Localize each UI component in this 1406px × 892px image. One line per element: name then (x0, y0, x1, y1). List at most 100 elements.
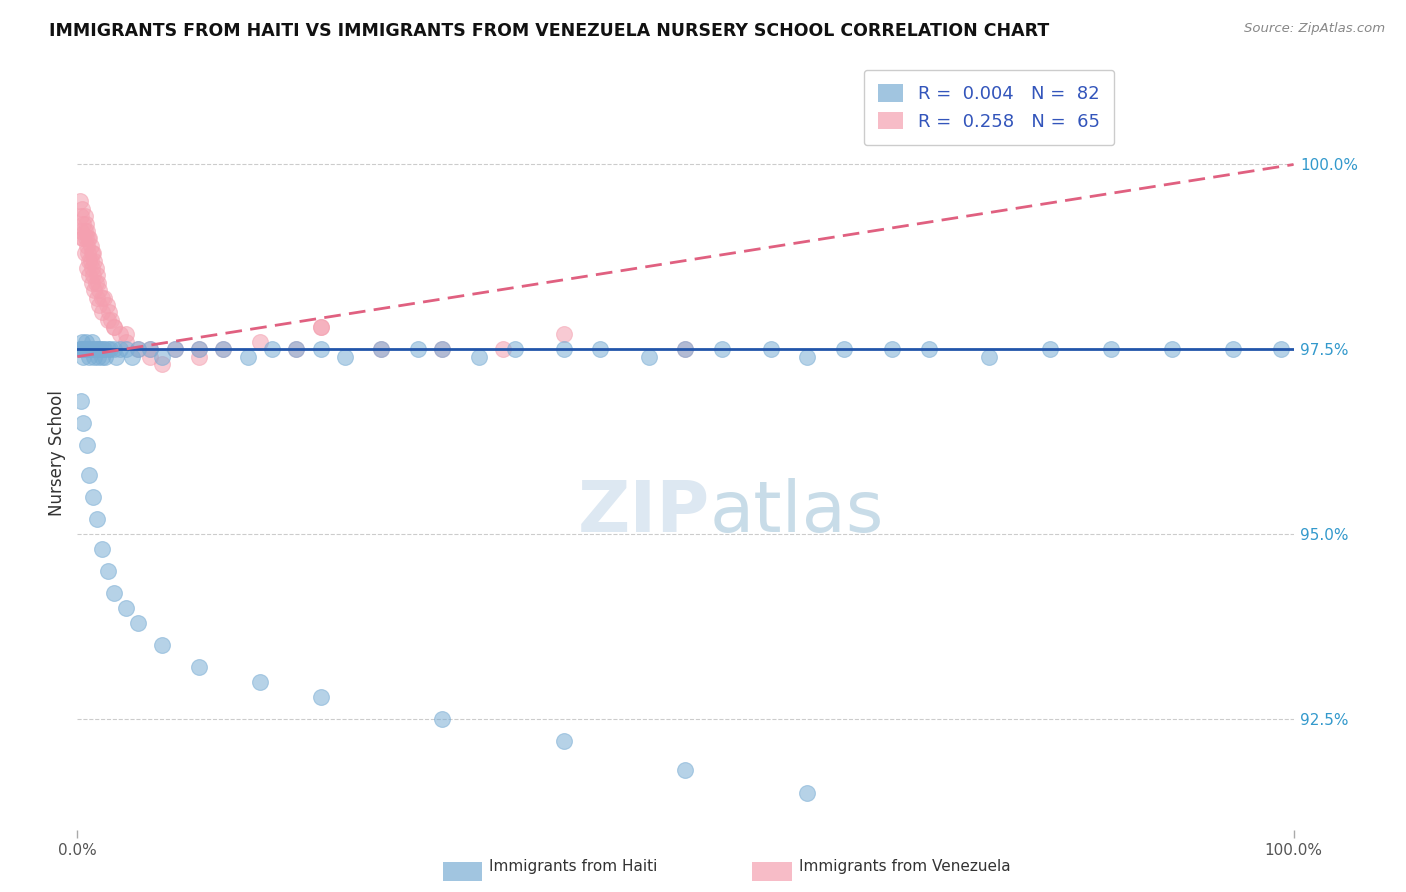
Point (89, 298, 111, 312)
Point (285, 343, 308, 357)
Point (103, 320, 125, 334)
Point (76, 224, 98, 238)
Point (69, 194, 91, 209)
Point (553, 327, 575, 342)
Point (73, 224, 96, 238)
Point (80, 246, 103, 260)
Text: atlas: atlas (710, 478, 884, 548)
Point (80, 343, 103, 357)
Point (86, 291, 108, 305)
Y-axis label: Nursery School: Nursery School (48, 390, 66, 516)
Point (75, 231, 97, 245)
Point (76, 239, 98, 253)
Point (82, 343, 104, 357)
Point (86, 512, 108, 526)
Point (152, 350, 174, 364)
Point (93, 291, 115, 305)
Point (96, 298, 118, 312)
Point (918, 343, 941, 357)
Point (70, 224, 93, 238)
Point (103, 320, 125, 334)
Point (832, 343, 855, 357)
Point (75, 334, 97, 349)
Point (89, 343, 111, 357)
Point (1039, 343, 1062, 357)
Point (77, 343, 100, 357)
Point (492, 343, 515, 357)
Point (115, 334, 138, 349)
Point (90, 350, 112, 364)
Point (370, 343, 392, 357)
Point (84, 260, 107, 275)
Point (73, 343, 96, 357)
Point (139, 350, 162, 364)
Point (503, 343, 526, 357)
Point (73, 246, 96, 260)
Point (84, 343, 107, 357)
Point (72, 231, 94, 245)
Point (84, 276, 107, 290)
Point (212, 343, 235, 357)
Point (309, 320, 332, 334)
Point (675, 343, 697, 357)
Point (152, 638, 174, 652)
Point (406, 343, 429, 357)
Point (139, 343, 162, 357)
Point (80, 276, 103, 290)
Point (285, 343, 308, 357)
Point (188, 343, 211, 357)
Point (796, 786, 818, 800)
Point (77, 246, 100, 260)
Point (115, 343, 138, 357)
Point (979, 350, 1001, 364)
Point (309, 320, 332, 334)
Point (108, 327, 131, 342)
Point (83, 253, 105, 268)
Point (72, 416, 94, 430)
Point (796, 350, 818, 364)
Point (97, 312, 120, 326)
Point (80, 253, 103, 268)
Point (1222, 343, 1244, 357)
Point (93, 343, 115, 357)
Point (212, 343, 235, 357)
Point (79, 231, 101, 245)
Point (77, 231, 100, 245)
Bar (752, 862, 792, 881)
Point (91, 343, 114, 357)
Point (309, 690, 332, 704)
Point (127, 343, 149, 357)
Point (76, 438, 98, 452)
Point (86, 343, 108, 357)
Point (152, 357, 174, 371)
Point (89, 283, 111, 297)
Text: Immigrants from Venezuela: Immigrants from Venezuela (799, 859, 1011, 873)
Bar (443, 862, 482, 881)
Point (72, 217, 94, 231)
Point (75, 217, 97, 231)
Point (70, 343, 93, 357)
Text: Source: ZipAtlas.com: Source: ZipAtlas.com (1244, 22, 1385, 36)
Point (103, 343, 125, 357)
Point (1161, 343, 1184, 357)
Point (759, 343, 782, 357)
Point (80, 260, 103, 275)
Point (127, 343, 149, 357)
Point (105, 350, 128, 364)
Point (430, 343, 453, 357)
Point (90, 541, 112, 556)
Point (249, 674, 271, 689)
Point (79, 350, 101, 364)
Text: IMMIGRANTS FROM HAITI VS IMMIGRANTS FROM VENEZUELA NURSERY SCHOOL CORRELATION CH: IMMIGRANTS FROM HAITI VS IMMIGRANTS FROM… (49, 22, 1049, 40)
Point (94, 350, 117, 364)
Point (115, 600, 138, 615)
Point (430, 343, 453, 357)
Point (370, 343, 392, 357)
Point (98, 343, 121, 357)
Point (882, 343, 904, 357)
Point (309, 343, 332, 357)
Point (69, 343, 91, 357)
Point (70, 202, 93, 216)
Point (97, 343, 120, 357)
Point (249, 334, 271, 349)
